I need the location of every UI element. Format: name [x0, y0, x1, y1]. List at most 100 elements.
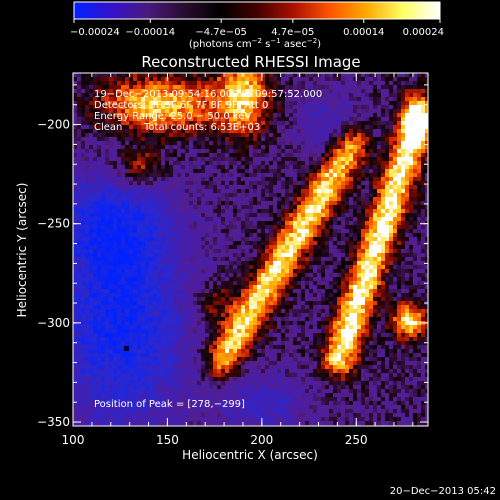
- heatmap-cell: [209, 277, 214, 282]
- heatmap-cell: [149, 73, 154, 78]
- heatmap-cell: [157, 213, 162, 218]
- heatmap-cell: [413, 209, 418, 214]
- heatmap-cell: [409, 113, 414, 118]
- heatmap-cell: [357, 149, 362, 154]
- heatmap-cell: [105, 161, 110, 166]
- heatmap-cell: [305, 181, 310, 186]
- heatmap-cell: [297, 189, 302, 194]
- heatmap-cell: [181, 281, 186, 286]
- heatmap-cell: [93, 221, 98, 226]
- heatmap-cell: [393, 281, 398, 286]
- heatmap-cell: [173, 269, 178, 274]
- heatmap-cell: [225, 197, 230, 202]
- heatmap-cell: [189, 237, 194, 242]
- heatmap-cell: [173, 125, 178, 130]
- heatmap-cell: [313, 281, 318, 286]
- heatmap-cell: [273, 157, 278, 162]
- heatmap-cell: [293, 177, 298, 182]
- heatmap-cell: [353, 73, 358, 78]
- heatmap-cell: [105, 201, 110, 206]
- heatmap-cell: [417, 269, 422, 274]
- heatmap-cell: [385, 113, 390, 118]
- heatmap-cell: [337, 233, 342, 238]
- heatmap-cell: [405, 93, 410, 98]
- heatmap-cell: [165, 101, 170, 106]
- heatmap-cell: [117, 225, 122, 230]
- heatmap-cell: [317, 225, 322, 230]
- heatmap-cell: [333, 101, 338, 106]
- heatmap-cell: [401, 237, 406, 242]
- heatmap-cell: [273, 93, 278, 98]
- heatmap-cell: [193, 245, 198, 250]
- heatmap-cell: [425, 177, 428, 182]
- heatmap-cell: [285, 233, 290, 238]
- heatmap-cell: [213, 137, 218, 142]
- heatmap-cell: [81, 201, 86, 206]
- heatmap-cell: [401, 249, 406, 254]
- heatmap-cell: [221, 129, 226, 134]
- heatmap-cell: [93, 97, 98, 102]
- heatmap-cell: [325, 85, 330, 90]
- heatmap-cell: [81, 253, 86, 258]
- heatmap-cell: [77, 213, 82, 218]
- heatmap-cell: [245, 97, 250, 102]
- heatmap-cell: [217, 249, 222, 254]
- heatmap-cell: [261, 137, 266, 142]
- heatmap-cell: [101, 161, 106, 166]
- heatmap-cell: [325, 213, 330, 218]
- heatmap-cell: [289, 89, 294, 94]
- heatmap-cell: [277, 129, 282, 134]
- heatmap-cell: [329, 257, 334, 262]
- heatmap-cell: [149, 157, 154, 162]
- heatmap-cell: [269, 73, 274, 78]
- heatmap-cell: [409, 197, 414, 202]
- heatmap-cell: [401, 113, 406, 118]
- heatmap-cell: [377, 129, 382, 134]
- heatmap-cell: [413, 117, 418, 122]
- heatmap-cell: [125, 89, 130, 94]
- heatmap-cell: [77, 137, 82, 142]
- heatmap-cell: [97, 221, 102, 226]
- heatmap-cell: [341, 161, 346, 166]
- heatmap-cell: [201, 277, 206, 282]
- heatmap-cell: [141, 73, 146, 78]
- heatmap-cell: [289, 217, 294, 222]
- heatmap-cell: [397, 289, 402, 294]
- heatmap-cell: [73, 85, 78, 90]
- heatmap-cell: [417, 137, 422, 142]
- heatmap-cell: [261, 249, 266, 254]
- heatmap-cell: [105, 149, 110, 154]
- heatmap-cell: [85, 105, 90, 110]
- heatmap-cell: [261, 81, 266, 86]
- heatmap-cell: [349, 253, 354, 258]
- heatmap-cell: [285, 109, 290, 114]
- heatmap-cell: [397, 245, 402, 250]
- heatmap-cell: [153, 277, 158, 282]
- heatmap-cell: [421, 197, 426, 202]
- heatmap-cell: [293, 269, 298, 274]
- heatmap-cell: [341, 89, 346, 94]
- heatmap-cell: [381, 273, 386, 278]
- heatmap-cell: [117, 289, 122, 294]
- heatmap-cell: [341, 153, 346, 158]
- heatmap-cell: [401, 165, 406, 170]
- heatmap-cell: [245, 257, 250, 262]
- heatmap-cell: [189, 177, 194, 182]
- heatmap-cell: [401, 137, 406, 142]
- heatmap-cell: [221, 249, 226, 254]
- heatmap-cell: [101, 289, 106, 294]
- heatmap-cell: [117, 121, 122, 126]
- heatmap-cell: [381, 121, 386, 126]
- heatmap-cell: [89, 281, 94, 286]
- heatmap-cell: [273, 225, 278, 230]
- heatmap-cell: [113, 209, 118, 214]
- heatmap-cell: [421, 141, 426, 146]
- heatmap-cell: [149, 169, 154, 174]
- heatmap-cell: [213, 77, 218, 82]
- heatmap-cell: [145, 145, 150, 150]
- heatmap-cell: [385, 81, 390, 86]
- heatmap-cell: [193, 129, 198, 134]
- heatmap-cell: [401, 133, 406, 138]
- heatmap-cell: [233, 209, 238, 214]
- heatmap-cell: [381, 229, 386, 234]
